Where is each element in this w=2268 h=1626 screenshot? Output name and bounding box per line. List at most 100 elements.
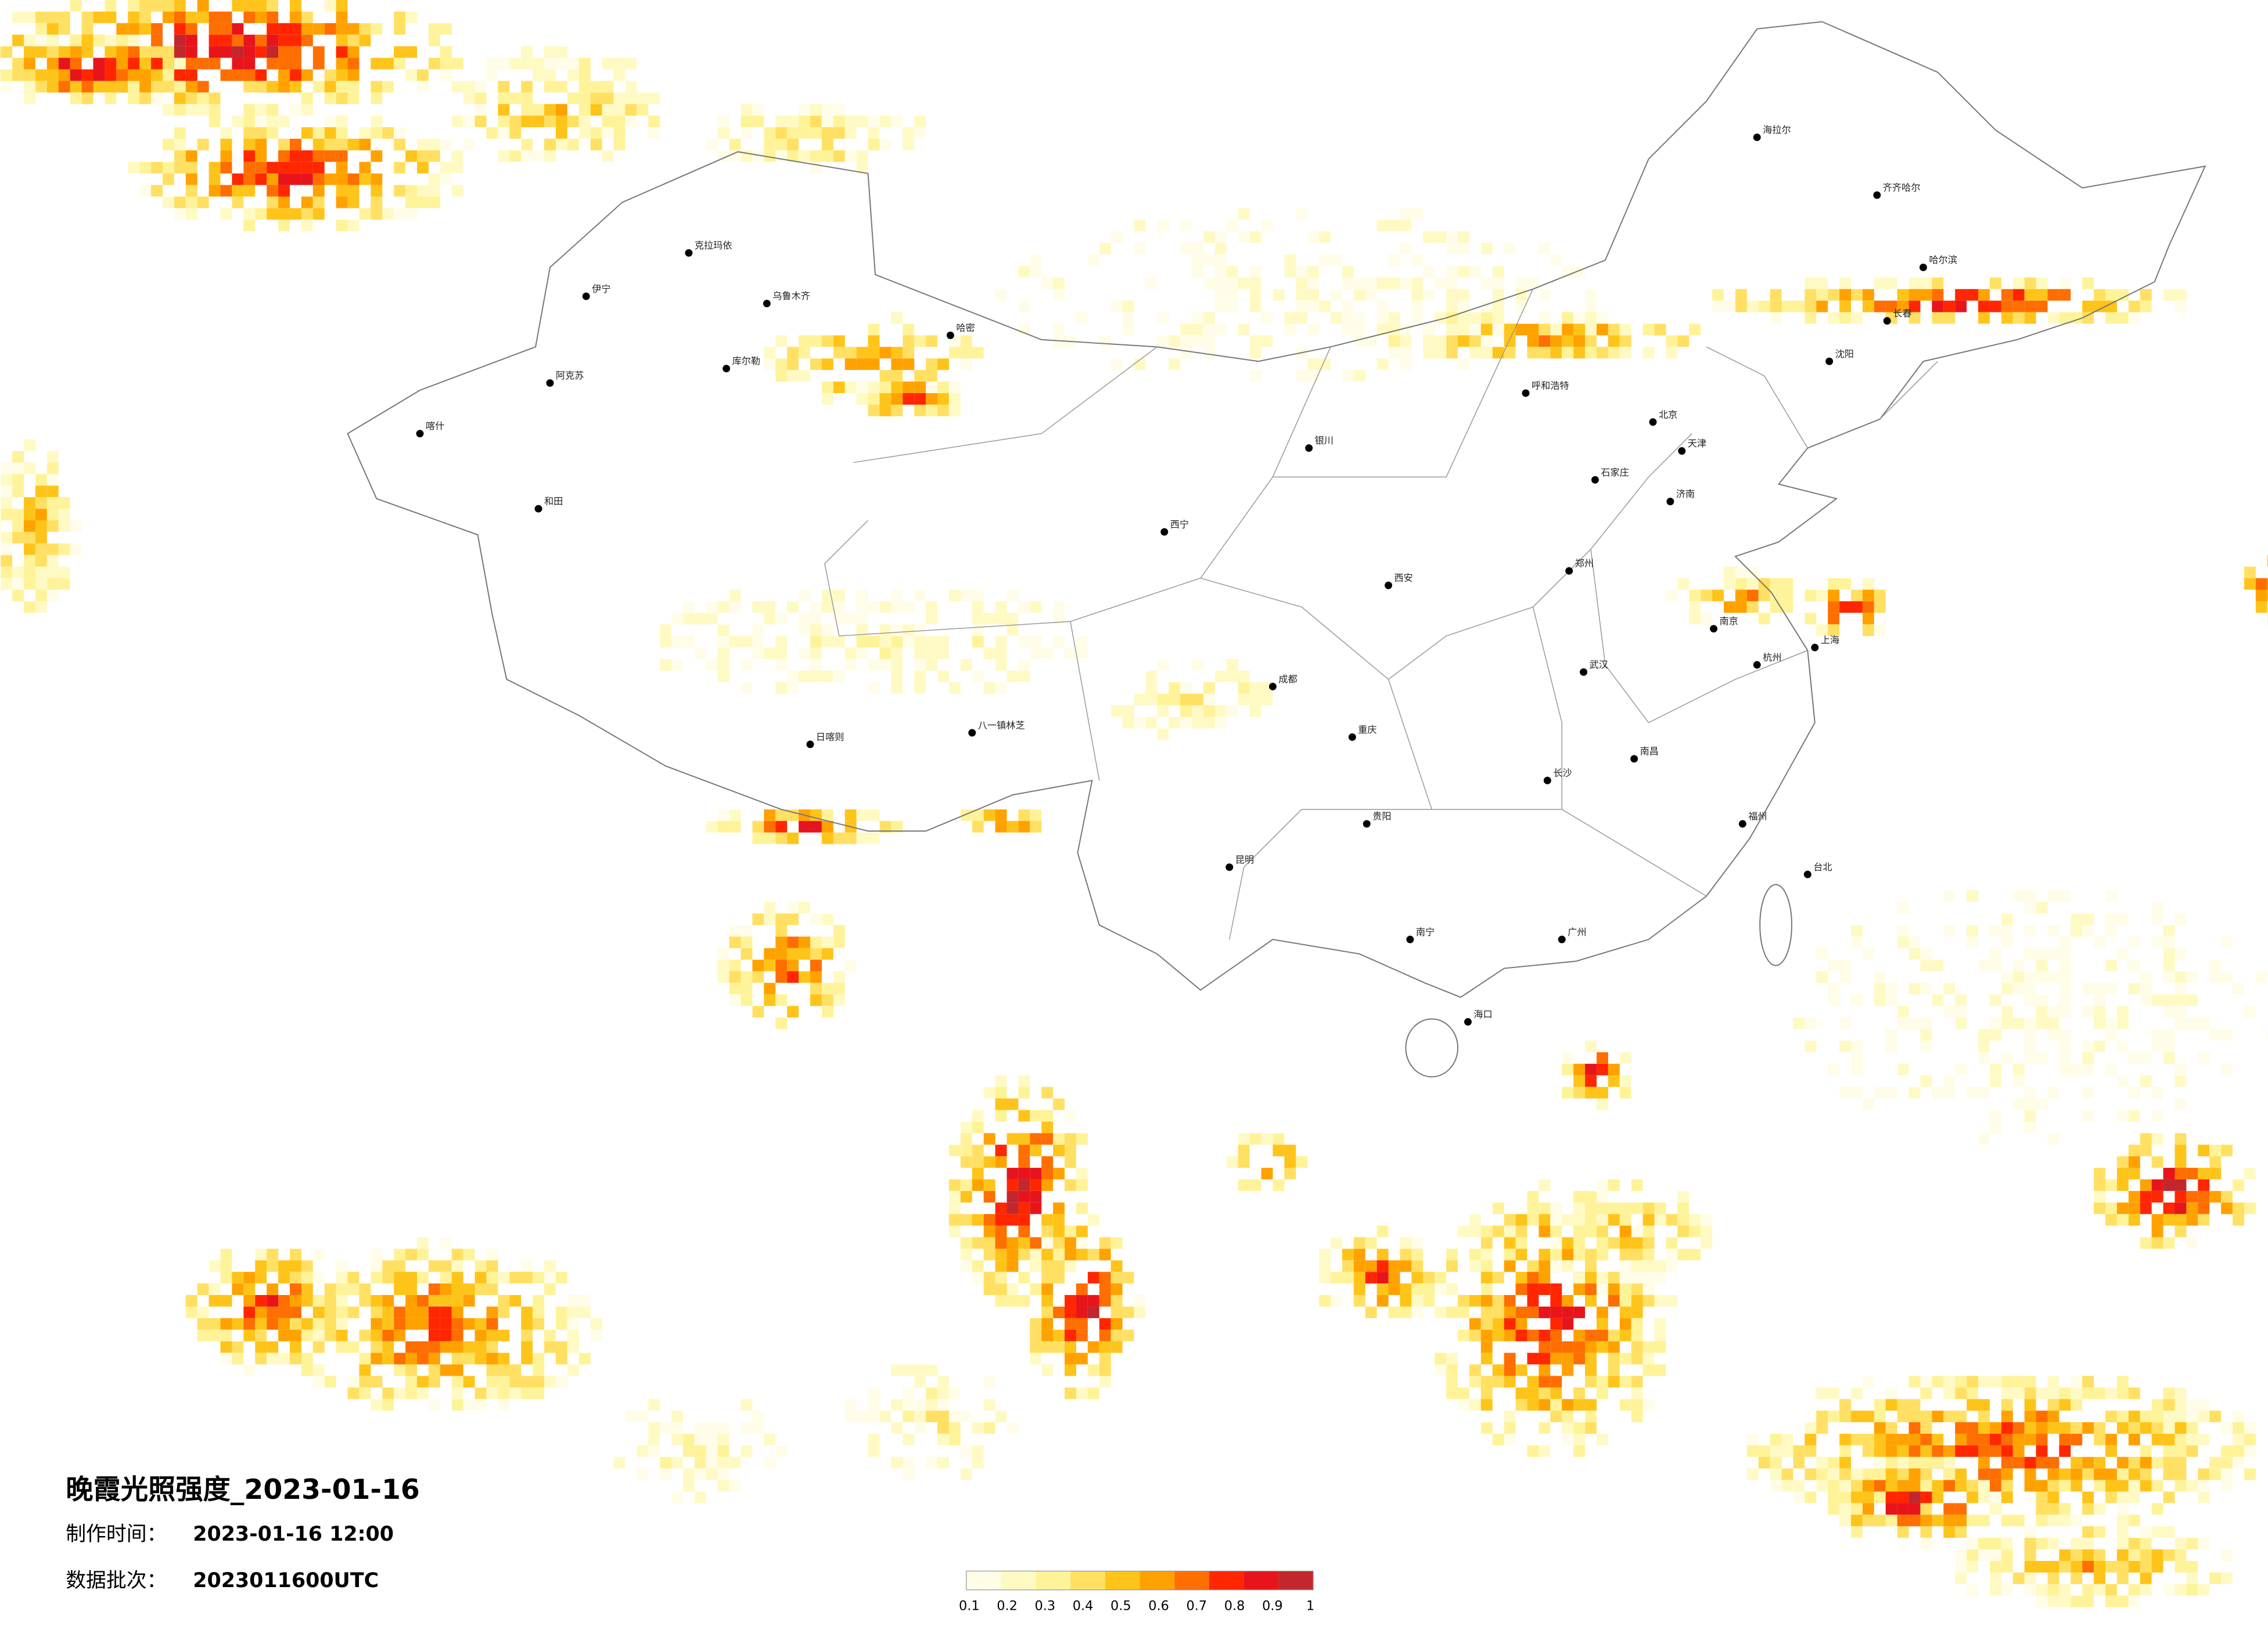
heat-cell xyxy=(139,69,152,81)
heat-cell xyxy=(324,92,336,105)
heat-cell xyxy=(972,613,984,625)
heat-cell xyxy=(2186,1433,2198,1445)
heat-cell xyxy=(775,647,788,659)
heat-cell xyxy=(2267,589,2268,602)
heat-cell xyxy=(844,647,857,659)
heat-cell xyxy=(833,924,845,937)
heat-cell xyxy=(787,809,799,821)
heat-cell xyxy=(1908,277,1921,289)
heat-cell xyxy=(1943,983,1956,995)
heat-cell xyxy=(278,173,290,185)
heat-cell xyxy=(602,57,614,70)
heat-cell xyxy=(637,1468,649,1480)
heat-cell xyxy=(891,1399,903,1411)
heat-cell xyxy=(1018,300,1030,312)
city-label: 南京 xyxy=(1720,616,1738,627)
heat-cell xyxy=(255,46,267,58)
heat-cell xyxy=(58,57,70,70)
heat-cell xyxy=(2012,971,2025,983)
heat-cell xyxy=(1157,335,1169,347)
heat-cell xyxy=(336,92,348,105)
heat-cell xyxy=(637,92,649,105)
heat-cell xyxy=(2012,1075,2025,1087)
heat-cell xyxy=(267,1341,279,1353)
heat-cell xyxy=(1932,1491,1944,1503)
legend-tick-label: 0.7 xyxy=(1187,1599,1207,1614)
heat-cell xyxy=(1018,1225,1030,1238)
heat-cell xyxy=(1631,1249,1643,1261)
heat-cell xyxy=(868,358,880,370)
heat-cell xyxy=(417,1272,429,1284)
heat-cell xyxy=(2163,1584,2175,1596)
heat-cell xyxy=(1469,323,1481,336)
cities: 克拉玛依乌鲁木齐伊宁哈密库尔勒阿克苏喀什和田日喀则八一镇林芝西宁银川呼和浩特北京… xyxy=(416,124,1957,1026)
heat-cell xyxy=(428,1283,440,1296)
heat-cell xyxy=(1446,1364,1458,1376)
heat-cell xyxy=(1214,323,1227,336)
heat-cell xyxy=(1908,948,1921,960)
heat-cell xyxy=(741,659,753,671)
city-dot xyxy=(1883,317,1891,325)
heat-cell xyxy=(12,485,24,498)
heat-cell xyxy=(2151,1190,2163,1203)
heat-cell xyxy=(2001,1491,2013,1503)
heat-cell xyxy=(2071,1422,2083,1434)
heat-cell xyxy=(2001,1445,2013,1457)
heat-cell xyxy=(2209,1145,2222,1157)
heat-cell xyxy=(139,57,152,70)
heat-cell xyxy=(660,659,672,671)
heat-cell xyxy=(1307,289,1320,301)
heat-cell xyxy=(1642,1260,1655,1272)
heat-cell xyxy=(1978,1376,1990,1388)
heat-cell xyxy=(729,971,741,983)
heat-cell xyxy=(394,1272,406,1284)
heat-cell xyxy=(1573,1087,1586,1099)
heat-cell xyxy=(1654,1295,1666,1307)
heat-cell xyxy=(267,81,279,93)
heat-cell xyxy=(879,624,892,636)
heat-cell xyxy=(498,1352,510,1365)
heat-cell xyxy=(209,11,221,23)
heat-cell xyxy=(752,601,764,613)
heat-cell xyxy=(578,116,591,128)
heat-cell xyxy=(2128,1480,2140,1492)
heat-cell xyxy=(1087,1295,1099,1307)
heat-cell xyxy=(151,34,163,46)
heat-cell xyxy=(1955,300,1967,312)
heat-cell xyxy=(289,57,301,70)
heat-cell xyxy=(1330,312,1342,324)
heat-cell xyxy=(35,81,47,93)
heat-cell xyxy=(2059,1445,2071,1457)
heat-cell xyxy=(1458,300,1469,312)
heat-cell xyxy=(128,23,140,35)
heat-cell xyxy=(533,1376,545,1388)
heat-cell xyxy=(1816,289,1828,301)
heat-cell xyxy=(1249,1179,1261,1191)
heat-cell xyxy=(995,636,1007,648)
heat-cell xyxy=(2116,1041,2129,1052)
heat-cell xyxy=(1435,277,1447,289)
heat-cell xyxy=(1284,1168,1296,1179)
heat-cell xyxy=(451,1329,463,1341)
heat-cell xyxy=(2012,1433,2025,1445)
heat-cell xyxy=(1353,312,1365,324)
heat-cell xyxy=(544,1272,556,1284)
heat-cell xyxy=(995,682,1007,694)
heat-cell xyxy=(1169,358,1181,370)
heat-cell xyxy=(625,57,637,70)
heat-cell xyxy=(2186,971,2198,983)
heat-cell xyxy=(1943,1468,1956,1480)
heat-cell xyxy=(2198,1145,2210,1157)
heat-cell xyxy=(752,1422,764,1434)
heat-cell xyxy=(1550,1249,1562,1261)
heat-cell xyxy=(2233,1202,2244,1214)
heat-cell xyxy=(926,1411,938,1423)
heat-cell xyxy=(1978,1480,1990,1492)
heat-cell xyxy=(359,138,371,150)
heat-cell xyxy=(1192,717,1203,729)
heat-cell xyxy=(1908,1515,1921,1527)
heat-cell xyxy=(787,936,799,948)
heat-cell xyxy=(371,81,383,93)
heat-cell xyxy=(2128,936,2140,948)
heat-cell xyxy=(856,647,868,659)
